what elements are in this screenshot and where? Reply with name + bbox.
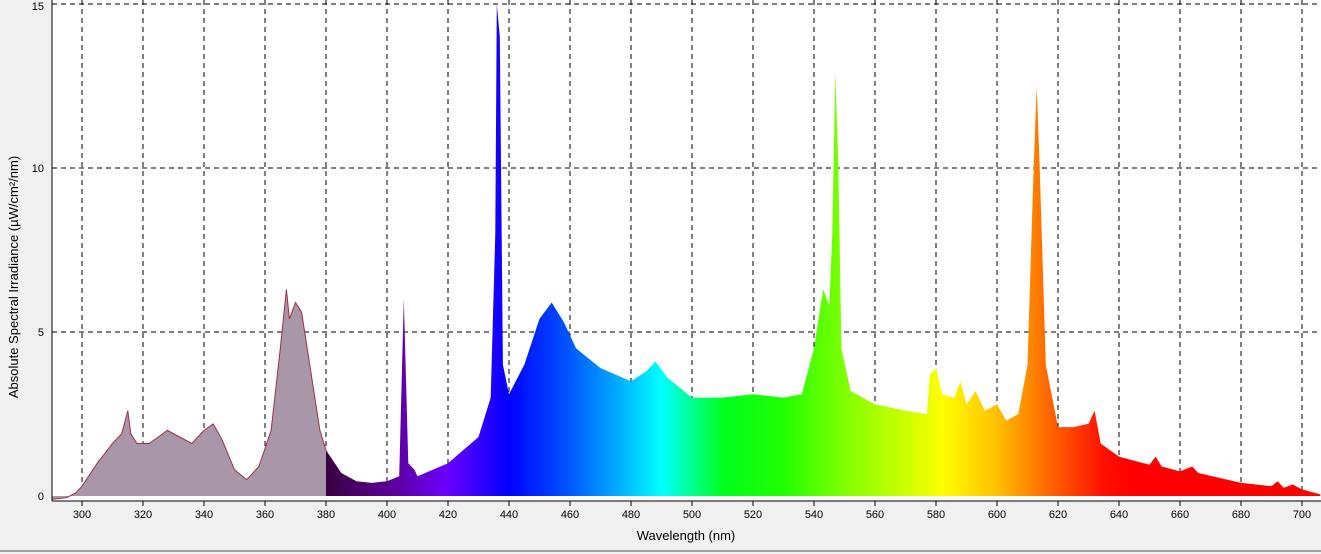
x-tick-label: 420	[439, 509, 457, 521]
y-tick-label: 0	[38, 491, 44, 503]
x-tick-label: 600	[988, 509, 1006, 521]
x-tick-label: 580	[927, 509, 945, 521]
uv-outline	[52, 289, 326, 500]
x-tick-label: 440	[500, 509, 518, 521]
x-tick-label: 620	[1049, 509, 1067, 521]
x-tick-label: 400	[378, 509, 396, 521]
x-tick-label: 380	[317, 509, 335, 521]
uv-area	[52, 289, 326, 500]
y-tick-label: 5	[38, 327, 44, 339]
x-tick-label: 680	[1232, 509, 1250, 521]
x-tick-label: 660	[1171, 509, 1189, 521]
visible-spectrum-area	[326, 4, 1321, 496]
x-tick-label: 640	[1110, 509, 1128, 521]
x-tick-label: 300	[73, 509, 91, 521]
x-tick-label: 560	[866, 509, 884, 521]
x-axis-label: Wavelength (nm)	[637, 528, 736, 543]
bottom-border	[0, 550, 1321, 552]
x-tick-label: 700	[1293, 509, 1311, 521]
x-tick-label: 480	[622, 509, 640, 521]
x-tick-label: 340	[195, 509, 213, 521]
x-tick-label: 520	[744, 509, 762, 521]
x-tick-label: 540	[805, 509, 823, 521]
x-tick-label: 320	[134, 509, 152, 521]
y-tick-label: 10	[32, 163, 44, 175]
y-axis-label: Absolute Spectral Irradiance (µW/cm²/nm)	[6, 156, 21, 398]
x-tick-label: 500	[683, 509, 701, 521]
grid	[52, 0, 1321, 496]
x-tick-label: 460	[561, 509, 579, 521]
y-tick-label: 15	[32, 1, 44, 13]
x-tick-label: 360	[256, 509, 274, 521]
